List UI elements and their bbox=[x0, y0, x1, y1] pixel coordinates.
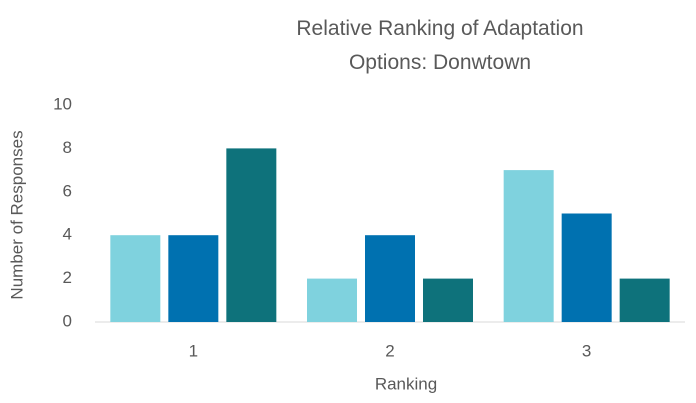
y-tick-label: 0 bbox=[63, 311, 72, 330]
y-tick-label: 8 bbox=[63, 138, 72, 157]
y-tick-label: 4 bbox=[63, 225, 72, 244]
y-tick-label: 6 bbox=[63, 181, 72, 200]
bar bbox=[365, 235, 415, 322]
y-tick-label: 10 bbox=[53, 94, 72, 113]
bar bbox=[168, 235, 219, 322]
bar bbox=[503, 170, 554, 322]
x-axis-label: Ranking bbox=[375, 374, 437, 393]
bar bbox=[423, 278, 473, 322]
x-tick-label: 2 bbox=[385, 341, 394, 360]
bar bbox=[226, 148, 277, 322]
bar bbox=[619, 278, 670, 322]
y-tick-label: 2 bbox=[63, 268, 72, 287]
x-tick-label: 1 bbox=[189, 341, 198, 360]
y-axis-label: Number of Responses bbox=[7, 130, 26, 299]
x-tick-label: 3 bbox=[582, 341, 591, 360]
chart-title: Relative Ranking of Adaptation Options: … bbox=[296, 17, 584, 74]
bar bbox=[110, 235, 161, 322]
bar bbox=[561, 213, 612, 322]
bar bbox=[307, 278, 357, 322]
